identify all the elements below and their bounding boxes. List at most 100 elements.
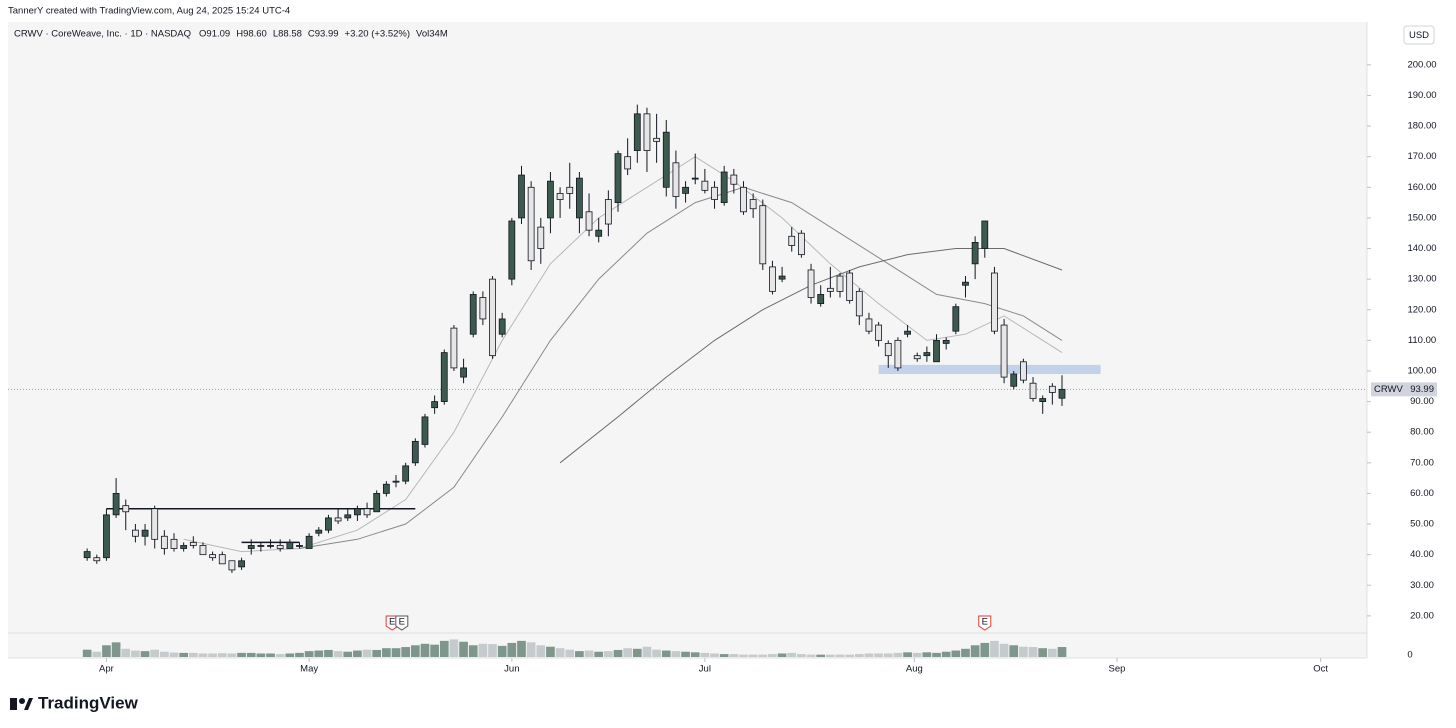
volume-bar	[999, 643, 1009, 657]
candle-body	[566, 186, 574, 194]
logo-text: TradingView	[38, 693, 139, 712]
volume-bar	[546, 646, 555, 657]
volume-bar	[719, 654, 729, 657]
volume-bar	[160, 651, 169, 657]
volume-bar	[295, 652, 304, 657]
volume-bar	[275, 654, 285, 657]
volume-bar	[1009, 645, 1019, 657]
candle-body	[315, 529, 323, 534]
candle-body	[83, 551, 91, 559]
event-marker	[978, 615, 992, 631]
candle-body	[440, 352, 448, 402]
volume-bar	[1028, 647, 1038, 657]
candle-body	[431, 401, 439, 409]
currency[interactable]: USD	[1409, 30, 1429, 41]
volume-bar	[555, 648, 565, 657]
y-tick-label: 80.00	[1410, 427, 1434, 438]
candle-body	[93, 557, 101, 562]
candle-body	[923, 352, 931, 357]
candle-body	[537, 226, 545, 249]
candle-body	[807, 269, 815, 298]
volume-bar	[1038, 648, 1048, 657]
x-tick-label: Oct	[1313, 664, 1328, 675]
candle-body	[267, 545, 274, 547]
candle-body	[865, 318, 873, 332]
volume-bar	[449, 639, 459, 657]
candle-body	[479, 297, 487, 320]
candle-body	[527, 186, 535, 262]
volume-bar	[990, 640, 999, 657]
y-tick-label: 70.00	[1410, 457, 1434, 468]
y-tick-label: 130.00	[1407, 274, 1436, 285]
candle-body	[547, 180, 554, 219]
candle-body	[701, 180, 709, 191]
candle-body	[354, 508, 361, 516]
volume-bar	[893, 652, 903, 657]
volume-bar	[285, 653, 295, 657]
y-tick-label: 200.00	[1407, 59, 1436, 70]
volume-bar	[1048, 648, 1057, 657]
candle-body	[305, 535, 313, 549]
volume-bar	[102, 645, 111, 657]
volume-bar	[536, 645, 546, 657]
plot-area	[8, 22, 1367, 658]
zone	[878, 364, 1101, 375]
candle-body	[344, 514, 352, 519]
volume-bar	[82, 649, 92, 657]
candle-body	[769, 266, 776, 292]
candle-body	[1029, 382, 1037, 399]
volume-bar	[700, 652, 710, 657]
candle-body	[662, 131, 670, 188]
x-tick-label: Aug	[906, 664, 923, 675]
y-tick-label: 90.00	[1410, 396, 1434, 407]
candle-body	[826, 287, 834, 292]
volume-bar	[826, 654, 835, 657]
volume-bar	[932, 652, 941, 657]
candle-body	[817, 294, 825, 305]
price-label-value: 93.99	[1410, 384, 1434, 395]
candle-body	[296, 545, 303, 547]
candle-body	[749, 199, 757, 210]
candle-body	[450, 327, 458, 369]
candle-body	[884, 343, 892, 357]
volume-bar	[382, 648, 391, 657]
y-tick-label: 60.00	[1410, 488, 1434, 499]
volume-bar	[256, 653, 266, 657]
volume-bar	[642, 646, 652, 657]
volume-bar	[797, 654, 806, 657]
candle-body	[971, 242, 979, 265]
legend-value: H98.60	[236, 29, 267, 40]
candle-body	[798, 232, 805, 256]
moving-average	[183, 156, 1063, 553]
volume-bar	[237, 652, 246, 657]
volume-bar	[961, 648, 970, 657]
volume-bar	[661, 650, 671, 657]
event-label: E	[399, 617, 405, 628]
volume-bar	[179, 652, 189, 657]
volume-bar	[468, 645, 478, 657]
candle-body	[209, 554, 217, 559]
x-tick-label: Apr	[99, 664, 114, 675]
candle-body	[518, 174, 525, 219]
volume-bar	[217, 653, 227, 657]
candle-body	[508, 220, 516, 280]
currency-box[interactable]	[1403, 25, 1435, 45]
volume-bar	[652, 649, 661, 657]
volume-bar	[401, 647, 411, 657]
volume-bar	[787, 652, 797, 657]
candle-body	[228, 560, 236, 571]
candle-body	[411, 440, 419, 464]
logo-mark	[19, 698, 25, 704]
y-tick-label: 150.00	[1407, 212, 1436, 223]
volume-bar	[970, 645, 980, 657]
candle-body	[238, 560, 245, 568]
price-label-bg	[1371, 382, 1437, 397]
volume-bar	[623, 648, 633, 657]
volume-bar	[903, 652, 912, 657]
candle-body	[141, 529, 149, 537]
candle-body	[1019, 361, 1027, 381]
candle-body	[682, 186, 689, 194]
volume-bar	[507, 642, 517, 657]
